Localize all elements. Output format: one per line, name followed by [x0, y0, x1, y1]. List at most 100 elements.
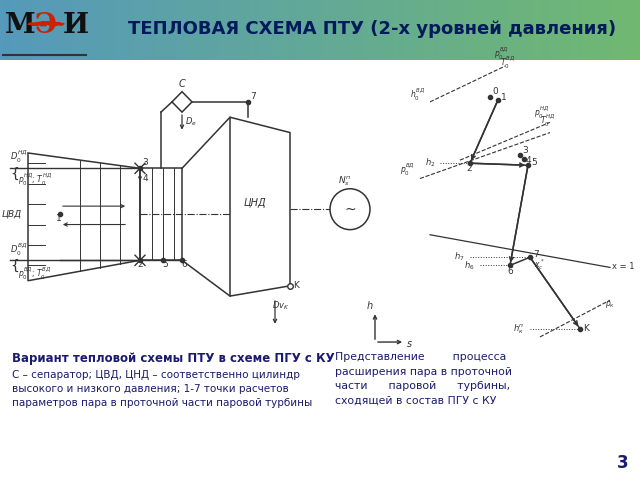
Bar [173, 0, 175, 60]
Bar [301, 0, 303, 60]
Bar [316, 0, 318, 60]
Bar [373, 0, 376, 60]
Text: $Dv_K$: $Dv_K$ [272, 300, 290, 312]
Bar [525, 0, 527, 60]
Bar [175, 0, 177, 60]
Bar [280, 0, 282, 60]
Bar [506, 0, 508, 60]
Bar [198, 0, 200, 60]
Bar [501, 0, 504, 60]
Bar [126, 0, 128, 60]
Bar [333, 0, 335, 60]
Text: K: K [583, 324, 589, 333]
Bar [49, 0, 51, 60]
Bar [305, 0, 307, 60]
Bar [461, 0, 463, 60]
Bar [606, 0, 608, 60]
Wedge shape [29, 23, 46, 24]
Bar [152, 0, 154, 60]
Bar [312, 0, 314, 60]
Bar [497, 0, 499, 60]
Bar [542, 0, 544, 60]
Bar [339, 0, 341, 60]
Text: С – сепаратор; ЦВД, ЦНД – соответственно цилиндр
высокого и низкого давления; 1-: С – сепаратор; ЦВД, ЦНД – соответственно… [12, 370, 312, 408]
Bar [369, 0, 371, 60]
Bar [612, 0, 614, 60]
Bar [134, 0, 136, 60]
Bar [120, 0, 122, 60]
Bar [337, 0, 339, 60]
Bar [550, 0, 552, 60]
Bar [19, 0, 21, 60]
Bar [2, 0, 4, 60]
Bar [597, 0, 600, 60]
Bar [216, 0, 218, 60]
Bar [318, 0, 320, 60]
Text: 3: 3 [522, 146, 528, 155]
Bar [132, 0, 134, 60]
Bar [4, 0, 6, 60]
Bar [237, 0, 239, 60]
Bar [621, 0, 623, 60]
Bar [104, 0, 107, 60]
Bar [328, 0, 331, 60]
Bar [124, 0, 126, 60]
Bar [15, 0, 17, 60]
Bar [320, 0, 322, 60]
Text: {: { [10, 258, 19, 273]
Bar [40, 0, 43, 60]
Bar [284, 0, 286, 60]
Bar [619, 0, 621, 60]
Bar [474, 0, 476, 60]
Wedge shape [36, 23, 46, 24]
Bar [360, 0, 363, 60]
Bar [235, 0, 237, 60]
Bar [390, 0, 392, 60]
Bar [230, 0, 232, 60]
Bar [418, 0, 420, 60]
Bar [529, 0, 531, 60]
Bar [476, 0, 478, 60]
Bar [314, 0, 316, 60]
Bar [399, 0, 401, 60]
Bar [226, 0, 228, 60]
Bar [21, 0, 24, 60]
Bar [412, 0, 414, 60]
Bar [36, 0, 38, 60]
Bar [346, 0, 348, 60]
Bar [627, 0, 629, 60]
Bar [444, 0, 446, 60]
Bar [79, 0, 81, 60]
Text: 0: 0 [492, 87, 498, 96]
Bar [636, 0, 638, 60]
Bar [467, 0, 469, 60]
Bar [350, 0, 352, 60]
Bar [632, 0, 634, 60]
Wedge shape [40, 24, 46, 25]
Bar [429, 0, 431, 60]
Text: $T_0^{ВД}$: $T_0^{ВД}$ [500, 54, 515, 71]
Text: ЦВД: ЦВД [2, 209, 22, 218]
Bar [484, 0, 486, 60]
Bar [527, 0, 529, 60]
Bar [243, 0, 245, 60]
Text: {: { [10, 167, 19, 180]
Text: $p_0^{ВД}$: $p_0^{ВД}$ [400, 162, 415, 178]
Text: 4: 4 [143, 174, 148, 182]
Bar [43, 0, 45, 60]
Bar [299, 0, 301, 60]
Bar [239, 0, 241, 60]
Bar [378, 0, 380, 60]
Bar [469, 0, 472, 60]
Bar [160, 0, 162, 60]
Text: 2: 2 [137, 261, 143, 269]
Bar [416, 0, 418, 60]
Text: K: K [293, 281, 299, 290]
Bar [58, 0, 60, 60]
Bar [62, 0, 64, 60]
Bar [209, 0, 211, 60]
Bar [94, 0, 96, 60]
Bar [34, 0, 36, 60]
Bar [563, 0, 565, 60]
Bar [83, 0, 85, 60]
